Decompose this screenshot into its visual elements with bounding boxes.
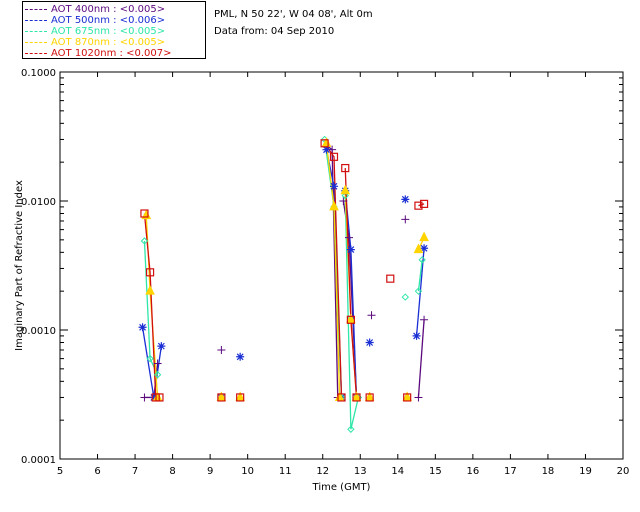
x-tick-label: 18 [542, 466, 555, 477]
data-point-plus [401, 215, 410, 224]
x-tick-label: 14 [391, 466, 404, 477]
data-point-square [386, 274, 395, 283]
data-point-asterisk [420, 244, 429, 253]
data-point-square [341, 163, 350, 173]
data-point-diamond [341, 191, 349, 200]
data-point-square [320, 139, 329, 148]
legend-swatch [25, 41, 47, 43]
legend-label: AOT 870nm : <0.005> [51, 37, 166, 48]
legend-label: AOT 500nm : <0.006> [51, 15, 166, 26]
data-point-plus [414, 393, 423, 402]
x-tick-label: 10 [241, 466, 254, 477]
data-point-asterisk [157, 342, 166, 351]
data-point-plus [345, 233, 354, 242]
data-point-square [414, 201, 423, 210]
data-point-diamond [418, 256, 426, 264]
legend-label: AOT 675nm : <0.005> [51, 26, 166, 37]
x-tick-label: 12 [316, 466, 329, 477]
x-tick-label: 15 [429, 466, 442, 477]
data-point-diamond [347, 425, 355, 433]
x-tick-label: 16 [466, 466, 479, 477]
data-point-plus [367, 311, 376, 320]
x-tick-label: 7 [132, 466, 138, 477]
data-point-plus [420, 315, 429, 324]
legend-label: AOT 1020nm : <0.007> [51, 48, 172, 59]
data-point-asterisk [401, 195, 410, 204]
legend-swatch [25, 8, 47, 10]
data-point-asterisk [138, 323, 147, 332]
data-point-square [337, 393, 346, 402]
series-line [344, 195, 360, 430]
x-tick-label: 13 [354, 466, 367, 477]
y-tick-label: 0.0010 [21, 326, 56, 337]
data-point-asterisk [365, 338, 374, 347]
data-point-plus [140, 393, 149, 402]
legend-swatch [25, 19, 47, 21]
y-tick-label: 0.1000 [21, 68, 56, 79]
data-point-square [155, 393, 164, 402]
legend-item: AOT 675nm : <0.005> [25, 26, 165, 37]
x-tick-label: 17 [504, 466, 517, 477]
legend-swatch [25, 52, 47, 54]
y-tick-label: 0.0001 [21, 455, 56, 466]
y-axis-label: Imaginary Part of Refractive Index [14, 180, 25, 351]
data-point-plus [153, 359, 162, 368]
data-point-asterisk [322, 145, 331, 154]
data-point-diamond [140, 237, 149, 245]
x-tick-label: 9 [207, 466, 213, 477]
data-point-plus [339, 197, 348, 205]
data-point-square [329, 152, 339, 161]
data-point-diamond [146, 354, 154, 363]
series-line [417, 259, 423, 292]
legend-swatch [25, 30, 47, 32]
x-tick-label: 8 [169, 466, 175, 477]
legend-item: AOT 400nm : <0.005> [25, 4, 165, 15]
data-point-square [419, 199, 429, 208]
data-point-diamond [153, 371, 162, 379]
data-point-square [352, 393, 361, 402]
data-point-triangle [340, 184, 351, 195]
data-point-triangle [413, 243, 424, 254]
data-point-asterisk [149, 393, 158, 402]
data-point-triangle [419, 231, 429, 242]
data-point-triangle [329, 200, 339, 211]
data-point-square [140, 209, 149, 218]
legend-item: AOT 870nm : <0.005> [25, 37, 165, 48]
legend-item: AOT 1020nm : <0.007> [25, 48, 171, 59]
data-point-diamond [414, 287, 423, 295]
x-tick-label: 19 [579, 466, 592, 477]
x-axis-label: Time (GMT) [312, 482, 371, 493]
site-info: PML, N 50 22', W 04 08', Alt 0m [214, 9, 373, 20]
date-info: Data from: 04 Sep 2010 [214, 26, 335, 37]
data-point-square [365, 393, 374, 402]
data-point-square [346, 315, 355, 324]
legend-label: AOT 400nm : <0.005> [51, 4, 166, 15]
data-point-asterisk [236, 352, 245, 361]
series-line [418, 203, 425, 207]
x-tick-label: 6 [94, 466, 100, 477]
data-point-square [145, 268, 155, 277]
y-tick-label: 0.0100 [21, 197, 56, 208]
data-point-plus [217, 345, 226, 354]
data-point-square [403, 393, 412, 402]
x-tick-label: 5 [57, 466, 63, 477]
plot-frame [59, 71, 624, 460]
data-point-diamond [401, 293, 410, 301]
x-tick-label: 11 [279, 466, 292, 477]
series-line [417, 319, 425, 398]
x-tick-label: 20 [617, 466, 630, 477]
legend-item: AOT 500nm : <0.006> [25, 15, 165, 26]
legend: AOT 400nm : <0.005> AOT 500nm : <0.006> … [22, 1, 206, 59]
data-point-square [236, 393, 245, 402]
data-point-asterisk [346, 245, 355, 254]
data-point-asterisk [329, 182, 338, 191]
data-point-asterisk [412, 331, 421, 340]
data-point-triangle [145, 285, 155, 295]
data-point-square [217, 393, 226, 402]
